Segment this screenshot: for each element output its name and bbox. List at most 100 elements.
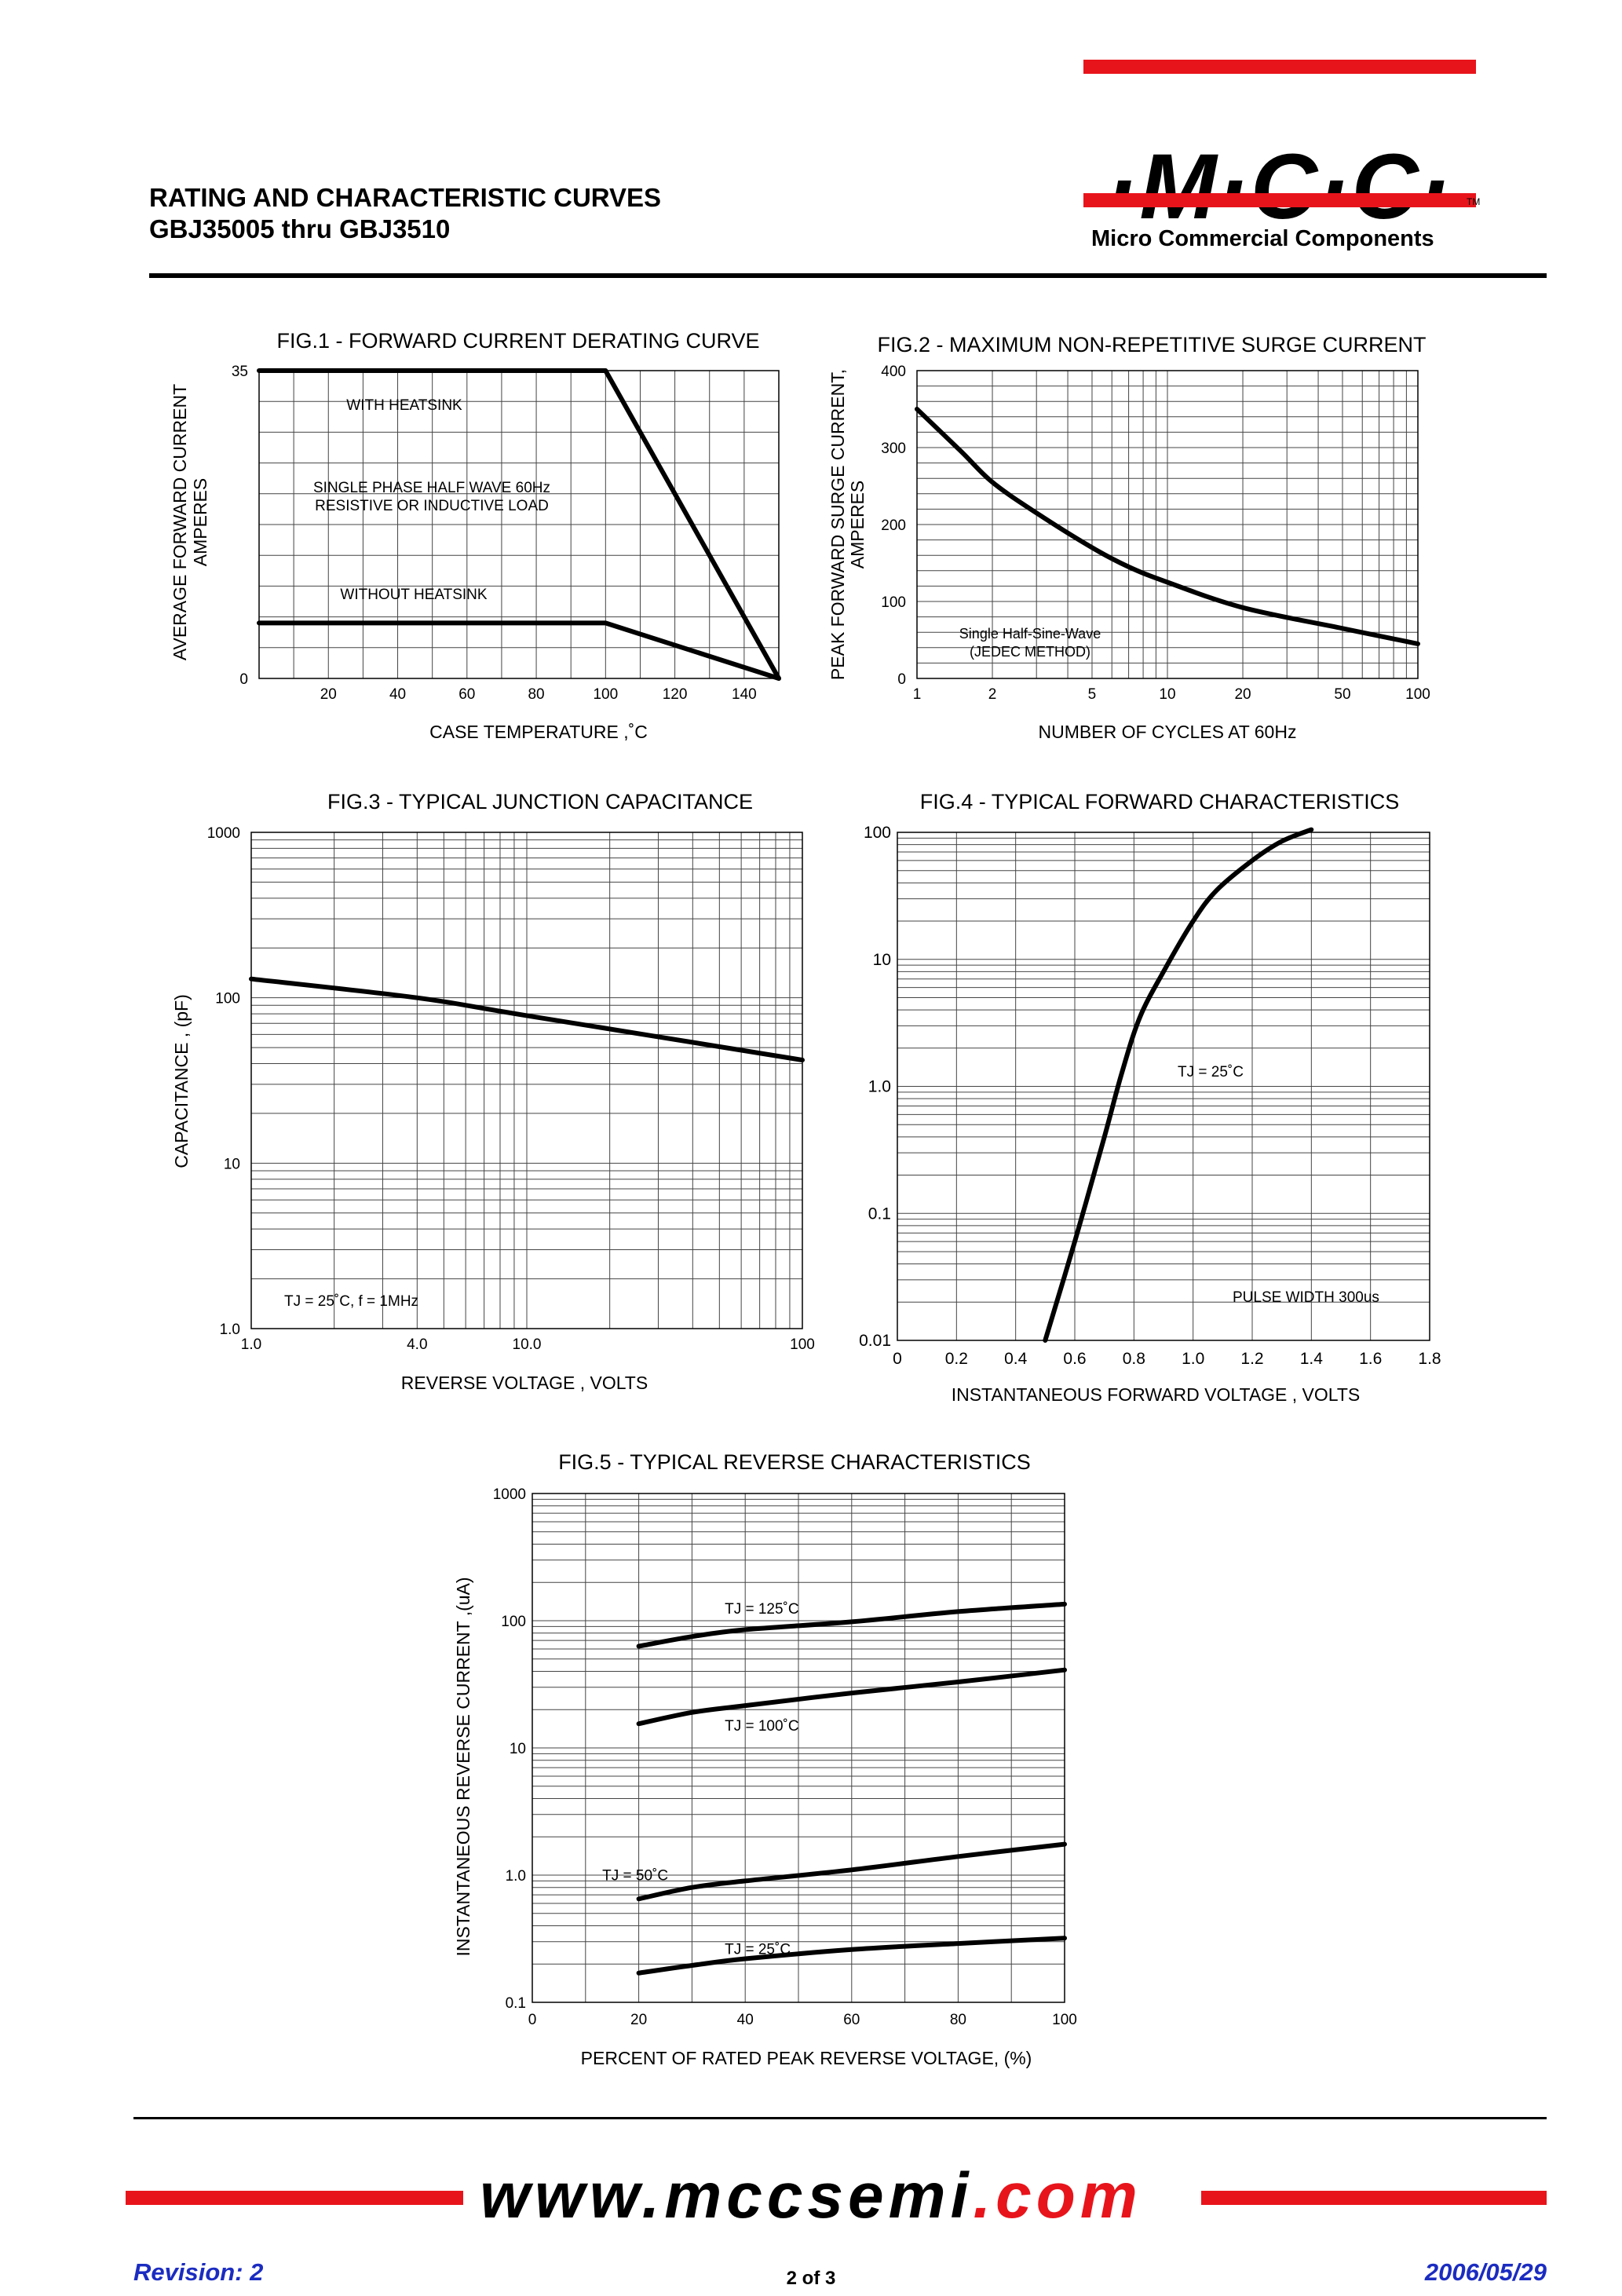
fig4-xtick-label: 1.6 [1359,1350,1382,1368]
fig3-annotation: TJ = 25˚C, f = 1MHz [284,1293,418,1310]
fig3-frame [250,832,803,1329]
fig3-ylabel: CAPACITANCE , (pF) [171,994,192,1168]
logo-text: ·M·C·C· [1107,135,1452,239]
fig5-series-label: TJ = 100˚C [725,1718,799,1735]
fig4-xtick-label: 0.4 [1004,1350,1028,1368]
fig1-xtick-label: 40 [389,686,406,703]
fig3-ytick-label: 1000 [207,825,240,842]
fig2-frame [916,370,1419,679]
fig1-annotation-with-heatsink: WITH HEATSINK [346,397,462,414]
fig3-title: FIG.3 - TYPICAL JUNCTION CAPACITANCE [327,790,753,813]
fig5-series-label: TJ = 50˚C [602,1867,668,1884]
fig3-xtick-label: 4.0 [407,1336,427,1353]
fig4-grid [897,832,1430,1340]
fig5-chart: FIG.5 - TYPICAL REVERSE CHARACTERISTICS … [453,1450,1077,2068]
fig5-ticks: 0 20 40 60 80 100 0.1 1.0 10 100 1000 [493,1486,1077,2028]
fig3-series-0-line [249,976,805,1062]
fig5-ytick-label: 10 [510,1741,526,1757]
fig4-xtick-label: 1.2 [1240,1350,1263,1368]
fig5-series-label: TJ = 25˚C [725,1942,791,1958]
fig5-ytick-label: 1.0 [506,1868,526,1885]
logo-trademark: TM [1467,196,1481,207]
fig2-title: FIG.2 - MAXIMUM NON-REPETITIVE SURGE CUR… [877,333,1426,356]
fig3-ytick-label: 100 [215,991,240,1007]
fig1-series-1-line [257,620,781,681]
fig2-xtick-label: 50 [1334,686,1350,703]
fig1-chart: FIG.1 - FORWARD CURRENT DERATING CURVE A… [170,329,781,742]
fig2-xtick-label: 2 [988,686,997,703]
fig4-ytick-label: 0.1 [868,1205,891,1223]
fig2-ytick-label: 0 [897,671,906,688]
footer-url-domain: www.mccsemi [480,2160,974,2232]
footer-website[interactable]: www.mccsemi.com [0,2161,1622,2232]
fig1-ytick-label: 0 [239,671,248,688]
fig2-xtick-label: 10 [1159,686,1175,703]
fig1-xtick-label: 60 [458,686,475,703]
fig5-series-label: TJ = 125˚C [725,1601,799,1618]
fig2-ytick-label: 100 [881,594,906,611]
page-number: 2 of 3 [786,2268,836,2289]
fig5-xtick-label: 80 [950,2012,966,2028]
fig2-ylabel-line1: PEAK FORWARD SURGE CURRENT, [827,369,848,680]
fig4-xtick-label: 0.8 [1123,1350,1145,1368]
fig4-xtick-label: 0.2 [945,1350,968,1368]
footer-left-bar [126,2191,463,2205]
fig3-chart: FIG.3 - TYPICAL JUNCTION CAPACITANCE CAP… [171,790,815,1393]
fig2-chart: FIG.2 - MAXIMUM NON-REPETITIVE SURGE CUR… [827,333,1430,742]
fig3-ytick-label: 1.0 [220,1322,240,1338]
charts-canvas: FIG.1 - FORWARD CURRENT DERATING CURVE A… [170,329,1441,2068]
fig1-series-0-line [257,368,781,681]
fig3-xtick-label: 1.0 [241,1336,261,1353]
fig2-ticks: 1 2 5 10 20 50 100 0 100 200 300 400 [881,364,1430,703]
fig4-ytick-label: 100 [864,824,891,842]
fig5-xtick-label: 100 [1052,2012,1077,2028]
fig5-grid [532,1493,1065,2002]
fig1-xtick-label: 80 [528,686,544,703]
fig2-grid [917,371,1418,678]
mcc-logo: ·M·C·C· TM Micro Commercial Components [1083,55,1480,275]
logo-bottom-bar [1083,193,1476,207]
fig4-frame [897,832,1430,1341]
fig3-grid [251,832,802,1329]
fig1-ticks: 20 40 60 80 100 120 140 0 35 [232,364,757,703]
fig4-title: FIG.4 - TYPICAL FORWARD CHARACTERISTICS [920,790,1400,813]
page-title: RATING AND CHARACTERISTIC CURVES GBJ3500… [149,182,661,245]
company-name: Micro Commercial Components [1091,226,1434,251]
fig5-ytick-label: 0.1 [506,1995,526,2012]
footer-right-bar [1201,2191,1547,2205]
fig2-xtick-label: 20 [1234,686,1251,703]
fig5-series-0-line [636,1601,1067,1649]
fig3-ticks: 1.0 4.0 10.0 100 1.0 10 100 1000 [207,825,815,1353]
fig2-ytick-label: 300 [881,441,906,457]
fig2-ylabel-line2: AMPERES [847,481,868,569]
fig2-xtick-label: 5 [1088,686,1097,703]
fig2-xtick-label: 1 [913,686,922,703]
fig5-series [636,1601,1067,1976]
title-line-1: RATING AND CHARACTERISTIC CURVES [149,183,662,212]
fig3-xtick-label: 10.0 [513,1336,542,1353]
fig5-ylabel: INSTANTANEOUS REVERSE CURRENT ,(uA) [453,1577,473,1956]
fig1-ylabel-line1: AVERAGE FORWARD CURRENT [170,384,190,660]
fig1-grid [259,371,779,678]
fig1-xlabel: CASE TEMPERATURE ,˚C [429,722,648,742]
fig4-ytick-label: 0.01 [859,1332,891,1350]
footer-divider [133,2117,1547,2119]
fig1-xtick-label: 140 [732,686,757,703]
fig2-series [915,407,1420,646]
title-line-2: GBJ35005 thru GBJ3510 [149,214,451,243]
fig5-series-1-line [636,1667,1067,1727]
fig5-xtick-label: 40 [737,2012,754,2028]
fig1-xtick-label: 120 [663,686,688,703]
fig4-annotation-tj: TJ = 25˚C [1178,1064,1244,1080]
fig4-ticks: 0 0.2 0.4 0.6 0.8 1.0 1.2 1.4 1.6 1.8 0.01 0.1 1.0 10… [859,824,1441,1368]
fig2-ytick-label: 400 [881,364,906,380]
fig4-annotation-pulse: PULSE WIDTH 300us [1233,1289,1379,1306]
revision-label: Revision: 2 [133,2258,264,2286]
logo-top-bar [1083,60,1476,74]
fig1-annotation-without-heatsink: WITHOUT HEATSINK [340,587,488,603]
fig1-ytick-label: 35 [232,364,248,380]
fig3-xtick-label: 100 [790,1336,815,1353]
fig1-annotation-load: RESISTIVE OR INDUCTIVE LOAD [315,498,549,514]
fig5-title: FIG.5 - TYPICAL REVERSE CHARACTERISTICS [558,1450,1031,1474]
fig5-series-3-line [636,1936,1067,1976]
